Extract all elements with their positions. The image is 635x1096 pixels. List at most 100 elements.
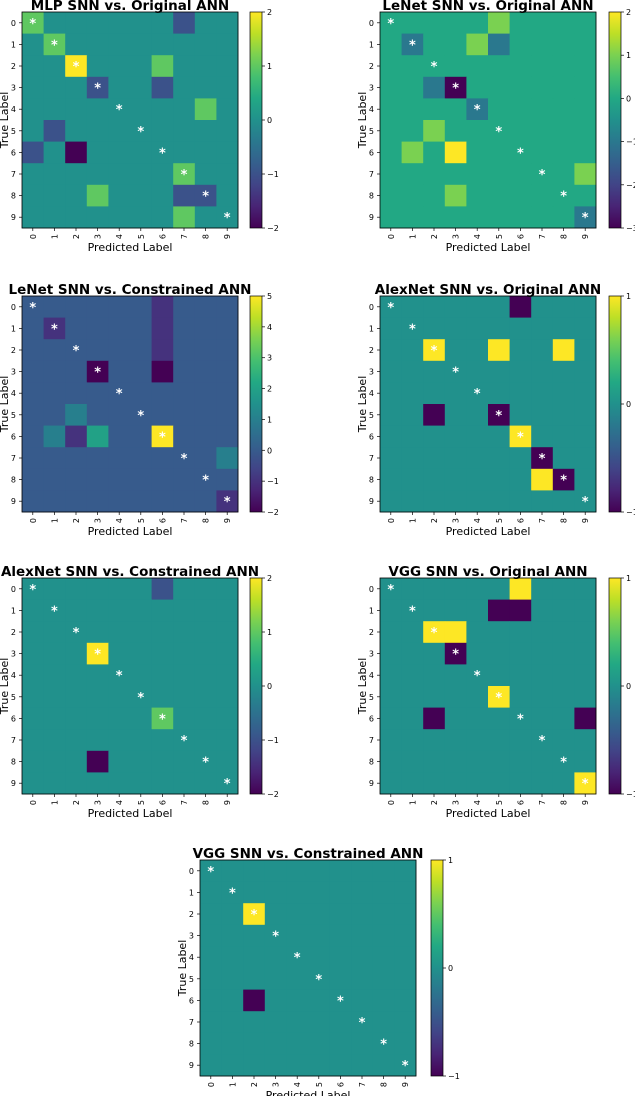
x-tick-label: 3 <box>94 800 103 805</box>
y-tick-label: 9 <box>189 1061 194 1070</box>
y-tick-label: 4 <box>369 389 374 398</box>
heatmap-cell <box>22 184 44 207</box>
heatmap-cell <box>216 98 239 121</box>
heatmap-cell <box>173 664 196 687</box>
colorbar-tick-label: −1 <box>267 170 279 179</box>
colorbar-tick-label: 0 <box>626 682 631 691</box>
heatmap-cell <box>286 989 309 1012</box>
heatmap-cell <box>86 98 109 121</box>
diagonal-marker: * <box>402 1059 409 1074</box>
heatmap-cell <box>574 55 597 78</box>
heatmap-cell <box>243 989 266 1012</box>
heatmap-cell <box>130 98 152 121</box>
heatmap-cell <box>243 1032 266 1055</box>
heatmap-cell <box>552 206 575 229</box>
heatmap-cell <box>151 184 174 207</box>
x-tick-label: 7 <box>538 518 547 523</box>
heatmap-panel-1: * * * * * * * * * * LeNet SNN vs. Original ANN 0 1 2 3… <box>356 0 635 254</box>
colorbar-tick-label: 0 <box>626 94 631 103</box>
heatmap-cell <box>394 903 417 926</box>
heatmap-cell <box>221 946 244 969</box>
heatmap-cell <box>43 447 66 470</box>
heatmap-cell <box>308 924 330 947</box>
y-tick-label: 3 <box>189 932 194 941</box>
heatmap-cell <box>444 360 467 383</box>
colorbar-tick-label: −1 <box>626 790 635 799</box>
heatmap-cell <box>351 924 374 947</box>
heatmap-cell <box>531 317 554 340</box>
diagonal-marker: * <box>181 734 188 749</box>
heatmap-frame <box>21 11 239 229</box>
heatmap-cell <box>22 33 44 56</box>
y-tick-label: 9 <box>369 779 374 788</box>
heatmap-cell <box>488 425 510 448</box>
heatmap-cell <box>22 621 44 644</box>
heatmap-cell <box>488 599 510 622</box>
heatmap-cell <box>488 686 510 708</box>
x-tick-label: 2 <box>250 1082 259 1087</box>
heatmap-cell <box>86 404 109 426</box>
heatmap-cell <box>216 12 239 34</box>
heatmap-cell <box>65 120 88 142</box>
colorbar-tick-label: −1 <box>267 477 279 486</box>
diagonal-marker: * <box>224 211 231 226</box>
heatmap-cell <box>151 120 174 142</box>
heatmap-cell <box>423 468 446 491</box>
heatmap-cell <box>130 578 152 600</box>
heatmap-cell <box>552 141 575 164</box>
heatmap-cell <box>423 382 446 405</box>
heatmap-cell <box>531 425 554 448</box>
heatmap-cell <box>151 317 174 340</box>
heatmap-cell <box>401 382 424 405</box>
diagonal-marker: * <box>539 734 546 749</box>
heatmap-cell <box>372 946 395 969</box>
heatmap-cell <box>65 184 88 207</box>
heatmap-cell <box>65 360 88 383</box>
heatmap-cell <box>574 642 597 665</box>
heatmap-frame <box>21 295 239 513</box>
colorbar <box>608 11 622 229</box>
heatmap-cell <box>216 404 239 426</box>
diagonal-marker: * <box>387 17 394 32</box>
heatmap-cell <box>552 642 575 665</box>
heatmap-cell <box>552 686 575 708</box>
heatmap-cell <box>86 206 109 229</box>
heatmap-cell <box>108 750 131 773</box>
heatmap-cell <box>200 1032 222 1055</box>
heatmap-cell <box>43 296 66 318</box>
heatmap-cell <box>380 98 402 121</box>
heatmap-cell <box>130 468 152 491</box>
colorbar-tick-label: 1 <box>267 628 272 637</box>
x-tick-label: 3 <box>94 234 103 239</box>
heatmap-cell <box>65 76 88 99</box>
heatmap-cell <box>552 707 575 730</box>
heatmap-cell <box>509 664 532 687</box>
heatmap-cell <box>531 729 554 752</box>
heatmap-cell <box>86 76 109 99</box>
heatmap-cell <box>444 339 467 362</box>
heatmap-cell <box>86 686 109 708</box>
heatmap-cell <box>401 729 424 752</box>
heatmap-cell <box>423 206 446 229</box>
heatmap-cell <box>552 317 575 340</box>
heatmap-cell <box>151 490 174 513</box>
colorbar-tick-label: 2 <box>267 574 272 583</box>
heatmap-cell <box>552 12 575 34</box>
heatmap-cell <box>151 686 174 708</box>
heatmap-cell <box>552 360 575 383</box>
y-tick-label: 2 <box>189 910 194 919</box>
heatmap-cell <box>86 578 109 600</box>
y-axis-label: True Label <box>356 658 369 716</box>
colorbar-tick-label: 2 <box>267 8 272 17</box>
heatmap-cell <box>372 903 395 926</box>
y-tick-label: 8 <box>369 192 374 201</box>
heatmap-cell <box>173 120 196 142</box>
heatmap-cell <box>401 317 424 340</box>
heatmap-cell <box>351 1054 374 1077</box>
heatmap-cell <box>380 12 402 34</box>
heatmap-cell <box>200 968 222 990</box>
heatmap-cell <box>43 729 66 752</box>
heatmap-cell <box>466 76 489 99</box>
heatmap-cell <box>130 729 152 752</box>
x-tick-label: 0 <box>387 518 396 523</box>
